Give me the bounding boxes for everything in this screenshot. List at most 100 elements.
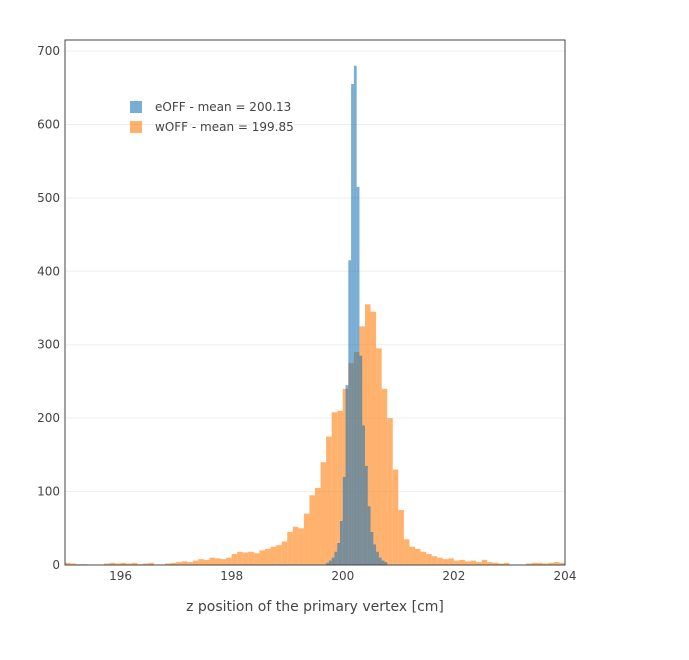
bar-woff	[142, 563, 149, 565]
bar-woff	[465, 561, 471, 565]
bar-eoff	[365, 465, 368, 565]
bar-woff	[126, 563, 132, 565]
bar-woff	[503, 562, 510, 565]
y-tick-label: 600	[37, 117, 60, 131]
bar-woff	[398, 509, 404, 565]
bar-woff	[103, 563, 110, 565]
bar-woff	[176, 562, 182, 565]
bar-woff	[470, 560, 477, 565]
bar-eoff	[356, 186, 360, 565]
bar-woff	[165, 563, 171, 565]
bar-woff	[370, 311, 377, 565]
bar-woff	[259, 550, 265, 565]
bar-eoff	[370, 531, 374, 565]
bar-woff	[237, 551, 243, 565]
bar-woff	[120, 562, 127, 565]
x-tick-label: 204	[554, 569, 577, 583]
bar-woff	[109, 562, 115, 565]
x-tick-label: 196	[109, 569, 132, 583]
bar-woff	[492, 562, 499, 565]
x-axis-title: z position of the primary vertex [cm]	[186, 599, 444, 615]
bar-woff	[292, 526, 299, 565]
bar-eoff	[328, 560, 332, 565]
bar-woff	[442, 559, 449, 565]
series-woff-bars	[65, 304, 565, 565]
bar-eoff	[384, 562, 388, 565]
bar-woff	[437, 557, 443, 565]
bar-woff	[526, 563, 532, 565]
bar-woff	[392, 469, 399, 565]
x-tick-label: 198	[220, 569, 243, 583]
y-axis-ticks: 0 100 200 300 400 500 600 700	[37, 44, 60, 572]
y-tick-label: 500	[37, 191, 60, 205]
bar-eoff	[334, 551, 338, 565]
bar-woff	[542, 563, 549, 565]
bar-woff	[131, 562, 138, 565]
bar-woff	[559, 562, 565, 565]
bar-woff	[553, 562, 560, 565]
bar-eoff	[381, 560, 385, 565]
legend-label: wOFF - mean = 199.85	[155, 120, 294, 134]
bar-woff	[448, 558, 454, 565]
bar-woff	[115, 563, 121, 565]
bar-woff	[459, 559, 465, 565]
bar-woff	[192, 560, 199, 565]
bar-eoff	[351, 84, 354, 566]
x-tick-label: 202	[442, 569, 465, 583]
bar-eoff	[348, 260, 352, 565]
bar-woff	[498, 563, 504, 565]
bar-woff	[281, 541, 288, 565]
bar-woff	[426, 553, 432, 565]
bar-woff	[326, 436, 332, 565]
bar-eoff	[331, 557, 335, 565]
bar-woff	[409, 546, 415, 565]
legend-label: eOFF - mean = 200.13	[155, 100, 291, 114]
bar-woff	[170, 562, 177, 565]
bar-woff	[481, 559, 488, 565]
bar-woff	[315, 487, 321, 565]
y-tick-label: 400	[37, 264, 60, 278]
bar-woff	[420, 551, 427, 565]
bar-woff	[537, 562, 543, 565]
bar-woff	[203, 559, 210, 565]
bar-woff	[253, 553, 260, 565]
bar-woff	[476, 562, 482, 565]
legend[interactable]: eOFF - mean = 200.13 wOFF - mean = 199.85	[130, 100, 294, 134]
bar-eoff	[337, 542, 340, 565]
bar-woff	[265, 548, 271, 565]
bar-woff	[303, 513, 310, 565]
bar-woff	[270, 546, 277, 565]
bar-woff	[70, 563, 77, 565]
bar-woff	[365, 304, 371, 565]
bar-woff	[387, 418, 393, 565]
bar-woff	[287, 531, 293, 565]
y-tick-label: 200	[37, 411, 60, 425]
bar-eoff	[362, 425, 365, 565]
bar-woff	[248, 551, 254, 565]
x-axis-ticks: 196 198 200 202 204	[109, 569, 576, 583]
y-tick-label: 100	[37, 485, 60, 499]
bar-woff	[337, 410, 343, 565]
y-tick-label: 700	[37, 44, 60, 58]
bar-woff	[220, 559, 227, 565]
bar-woff	[276, 545, 282, 565]
bar-woff	[148, 562, 154, 565]
bar-woff	[376, 348, 382, 565]
bar-woff	[209, 557, 215, 565]
bar-woff	[548, 562, 554, 565]
bar-woff	[226, 557, 232, 565]
bar-eoff	[342, 476, 346, 565]
bar-eoff	[373, 544, 377, 565]
y-tick-label: 300	[37, 338, 60, 352]
bar-woff	[181, 561, 188, 565]
bar-woff	[231, 553, 238, 565]
bar-woff	[309, 495, 315, 565]
bar-woff	[331, 412, 338, 565]
bar-woff	[381, 388, 388, 565]
bar-eoff	[378, 557, 382, 565]
bar-eoff	[340, 520, 343, 565]
bar-eoff	[353, 65, 357, 565]
bar-woff	[187, 562, 193, 565]
bar-woff	[242, 552, 249, 565]
bar-woff	[415, 548, 421, 565]
